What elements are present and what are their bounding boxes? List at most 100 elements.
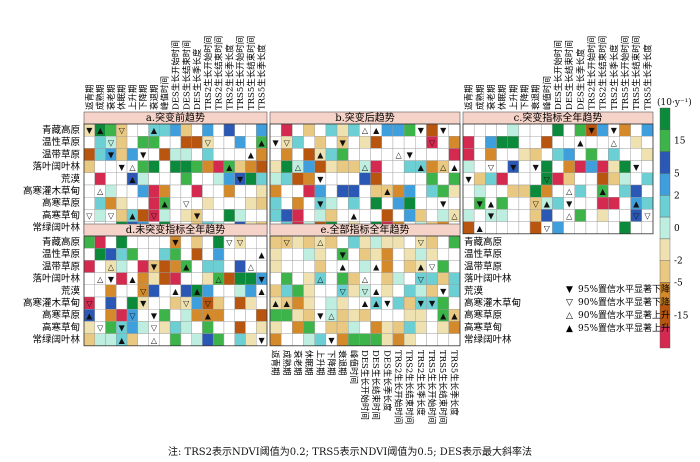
heatmap-cell xyxy=(381,321,394,334)
heatmap-cell xyxy=(596,160,609,174)
heatmap-cell xyxy=(370,172,382,186)
heatmap-cell xyxy=(585,172,598,186)
significance-marker: ▽ xyxy=(183,299,190,308)
heatmap-cell xyxy=(541,148,553,161)
heatmap-cell xyxy=(415,333,427,347)
column-label-a: 成熟期 xyxy=(95,84,106,110)
heatmap-cell xyxy=(292,209,304,222)
significance-marker: ▲ xyxy=(373,263,380,272)
significance-marker: ▲ xyxy=(259,138,266,147)
heatmap-cell xyxy=(159,333,171,347)
heatmap-cell xyxy=(541,209,553,222)
heatmap-cell xyxy=(223,309,235,322)
panel-border xyxy=(462,123,654,235)
heatmap-cell xyxy=(202,172,214,186)
heatmap-cell xyxy=(541,160,553,174)
heatmap-cell xyxy=(392,247,405,261)
panel-border xyxy=(269,235,461,347)
heatmap-cell xyxy=(448,247,461,261)
heatmap-cell xyxy=(292,272,304,286)
significance-marker: ▲ xyxy=(97,126,104,135)
heatmap-cell xyxy=(105,184,117,198)
heatmap-cell xyxy=(159,172,171,186)
heatmap-cell xyxy=(608,172,620,186)
right-row-label: 青藏高原 xyxy=(464,236,502,248)
heatmap-cell xyxy=(348,309,360,322)
heatmap-cell xyxy=(473,184,486,198)
heatmap-cell xyxy=(269,333,282,347)
significance-marker: ▲ xyxy=(351,212,358,221)
heatmap-cell xyxy=(292,184,304,198)
significance-marker: ▲ xyxy=(633,199,640,208)
significance-marker: ▼ xyxy=(340,138,347,147)
significance-marker: △ xyxy=(317,238,324,247)
column-label-a: TRS2生长开始时间 xyxy=(203,36,214,110)
heatmap-cell xyxy=(303,172,315,186)
heatmap-cell xyxy=(223,260,235,273)
heatmap-cell xyxy=(403,235,416,249)
heatmap-cell xyxy=(212,135,225,149)
heatmap-cell xyxy=(94,160,106,174)
significance-marker: ▲ xyxy=(129,212,136,221)
heatmap-cell xyxy=(336,123,349,137)
heatmap-cell xyxy=(202,184,214,198)
heatmap-cell xyxy=(359,209,371,222)
heatmap-cell xyxy=(202,284,214,298)
row-label: 荒漠 xyxy=(61,173,81,185)
heatmap-cell xyxy=(116,247,128,261)
heatmap-cell xyxy=(496,135,508,149)
heatmap-cell xyxy=(280,123,293,137)
heatmap-cell xyxy=(180,333,192,347)
column-label-c: DES生长结束时间 xyxy=(564,40,575,110)
heatmap-cell xyxy=(381,135,394,149)
heatmap-cell xyxy=(292,284,304,298)
heatmap-cell xyxy=(169,321,182,334)
panel-title: a.突变前趋势 xyxy=(146,111,205,124)
significance-marker: ▲ xyxy=(284,299,291,308)
heatmap-cell xyxy=(370,321,382,334)
heatmap-cell xyxy=(541,135,553,149)
significance-marker: ▲ xyxy=(226,163,233,172)
heatmap-cell xyxy=(359,135,371,149)
heatmap-cell xyxy=(169,196,182,210)
heatmap-cell xyxy=(126,296,139,310)
heatmap-cell xyxy=(574,221,587,235)
heatmap-cell xyxy=(137,260,149,273)
significance-marker: ▼ xyxy=(108,151,115,160)
heatmap-cell xyxy=(496,123,508,137)
heatmap-cell xyxy=(223,247,235,261)
heatmap-cell xyxy=(126,284,139,298)
heatmap-cell xyxy=(245,272,257,286)
heatmap-cell xyxy=(202,321,214,334)
row-label: 高寒草原 xyxy=(42,309,80,321)
heatmap-cell xyxy=(325,184,338,198)
column-label-e: TRS5生长结束时间 xyxy=(437,350,448,424)
heatmap-cell xyxy=(83,333,95,347)
heatmap-cell xyxy=(245,209,257,222)
heatmap-cell xyxy=(256,260,268,273)
heatmap-cell xyxy=(403,135,416,149)
heatmap-cell xyxy=(169,148,182,161)
column-label-e: 成熟期 xyxy=(281,350,292,376)
heatmap-cell xyxy=(280,209,293,222)
heatmap-cell xyxy=(180,321,192,334)
heatmap-cell xyxy=(415,184,427,198)
heatmap-cell xyxy=(448,272,461,286)
heatmap-cell xyxy=(585,209,598,222)
heatmap-cell xyxy=(191,160,203,174)
heatmap-cell xyxy=(370,272,382,286)
heatmap-cell xyxy=(83,247,95,261)
heatmap-cell xyxy=(105,309,117,322)
heatmap-cell xyxy=(159,184,171,198)
heatmap-cell xyxy=(116,184,128,198)
heatmap-cell xyxy=(608,196,620,210)
significance-marker: ▲ xyxy=(418,163,425,172)
significance-marker: ▽ xyxy=(97,324,104,333)
heatmap-cell xyxy=(223,172,235,186)
heatmap-cell xyxy=(292,235,304,249)
heatmap-cell xyxy=(180,135,192,149)
heatmap-cell xyxy=(448,196,461,210)
heatmap-cell xyxy=(116,196,128,210)
heatmap-cell xyxy=(159,235,171,249)
heatmap-cell xyxy=(485,123,497,137)
